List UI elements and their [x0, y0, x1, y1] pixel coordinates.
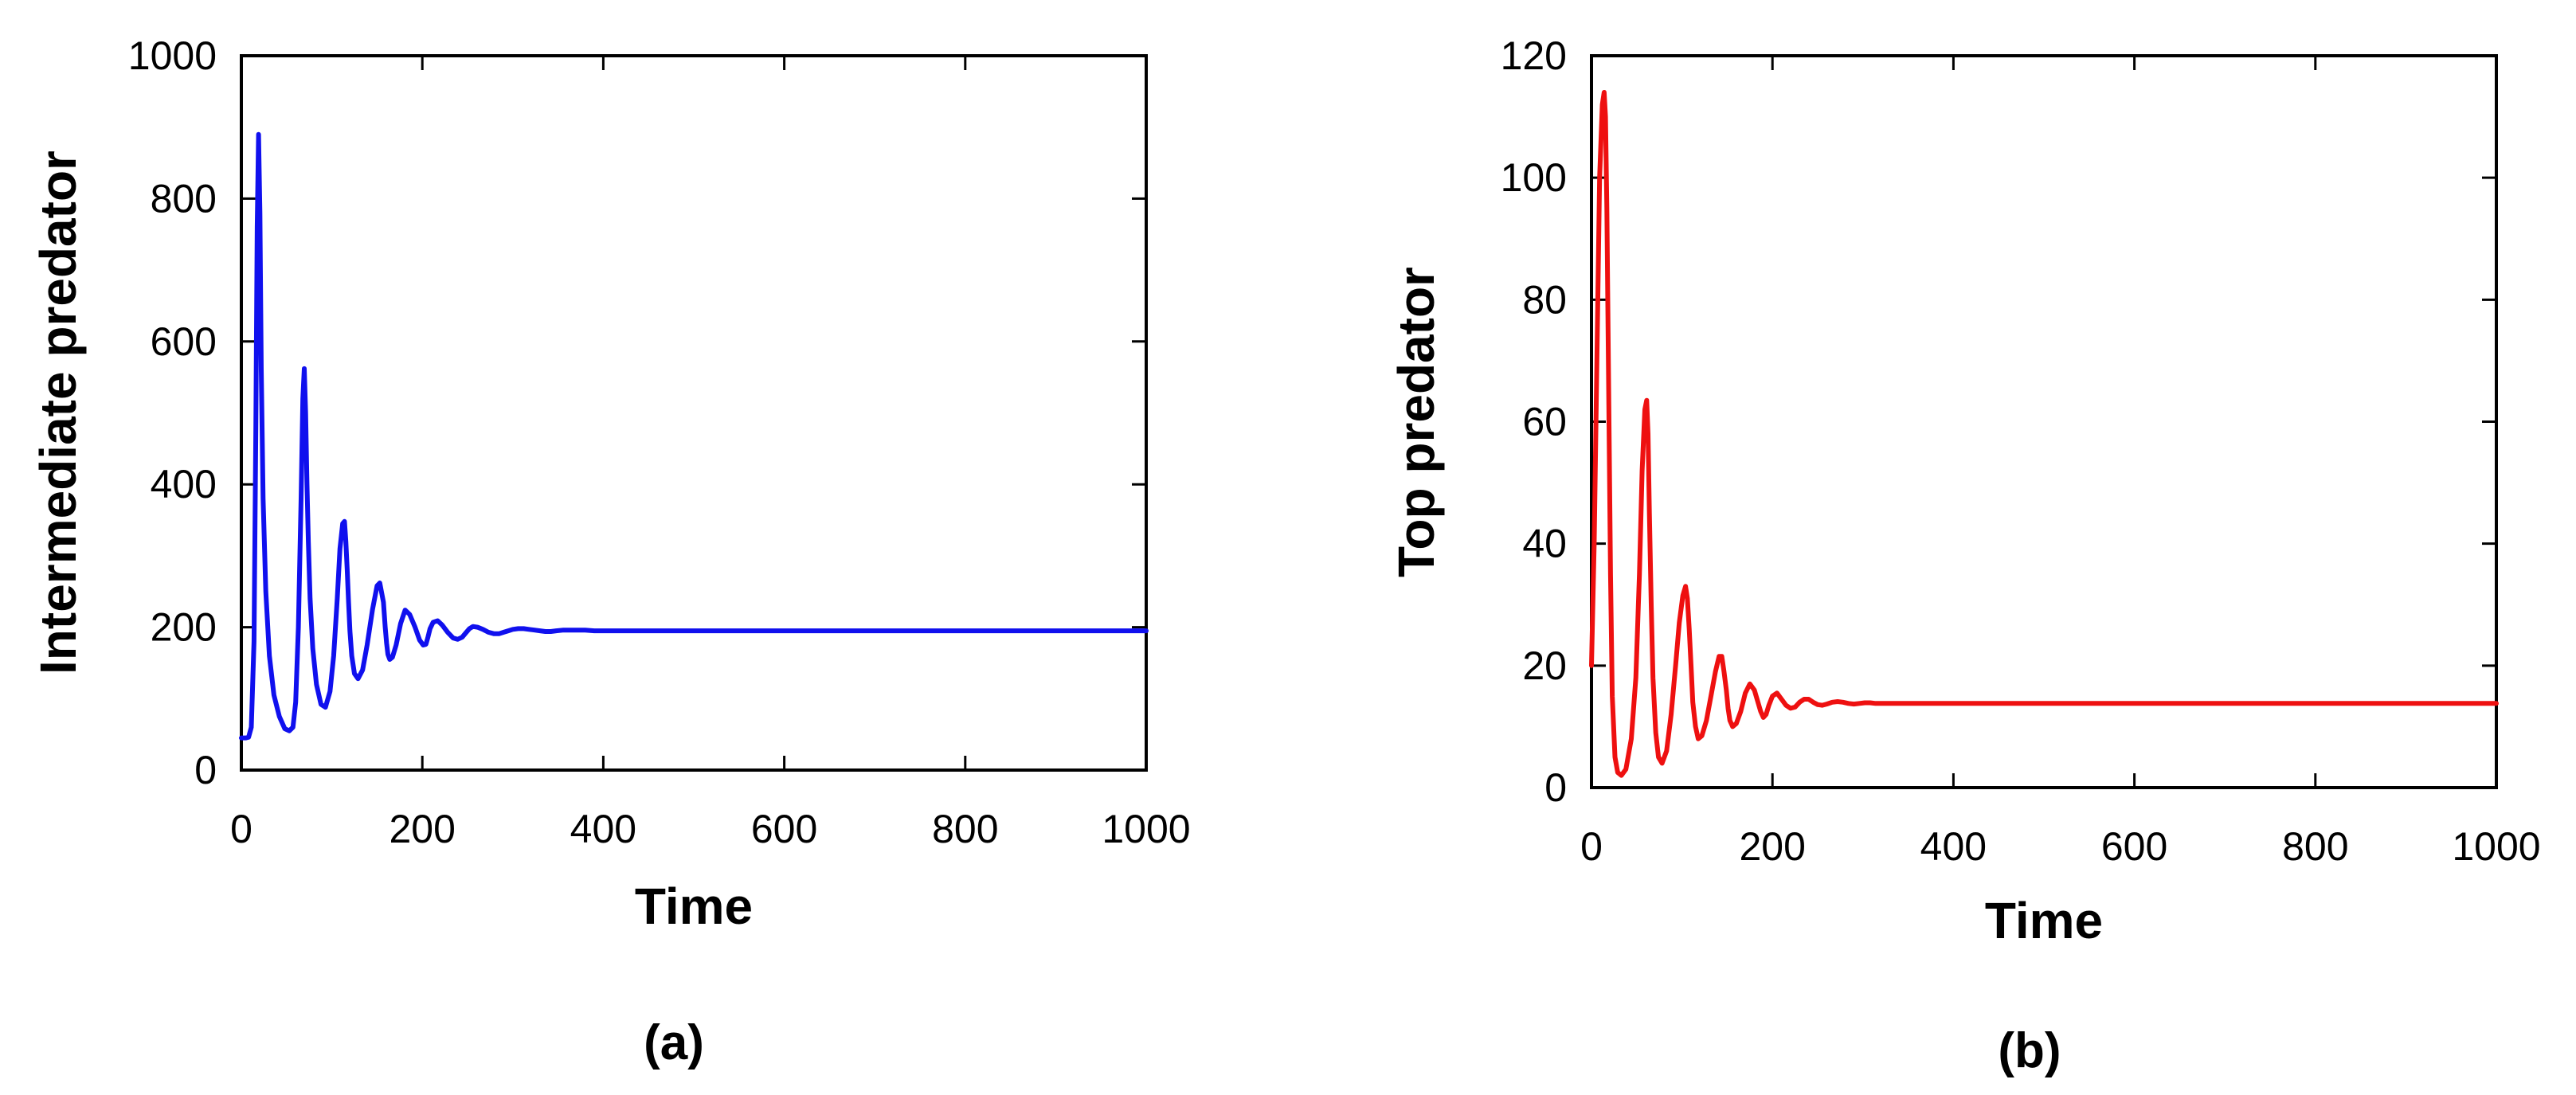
y-tick-label: 0: [194, 748, 217, 792]
x-tick-label: 0: [230, 807, 253, 851]
y-tick-label: 60: [1522, 400, 1567, 444]
y-tick-label: 120: [1501, 33, 1567, 78]
x-axis-label: Time: [635, 878, 753, 935]
x-tick-label: 400: [1920, 824, 1987, 869]
y-tick-label: 0: [1544, 765, 1567, 810]
x-tick-label: 1000: [2452, 824, 2540, 869]
x-tick-label: 800: [932, 807, 998, 851]
y-ticks: 0 200 400 600 800 1000: [128, 33, 1146, 792]
chart-panel-a: 0 200 400 600 800 1000 0 200 400 600 800 1000 Time…: [29, 33, 1191, 1070]
chart-panel-b: 0 200 400 600 800 1000 0 20 40 60 80 100 120 Time T…: [1388, 33, 2541, 1078]
series-line-top-predator: [1589, 90, 2499, 778]
y-tick-label: 100: [1501, 155, 1567, 200]
x-tick-label: 0: [1580, 824, 1603, 869]
x-tick-label: 1000: [1102, 807, 1190, 851]
x-axis-label: Time: [1985, 892, 2103, 949]
y-tick-label: 600: [151, 319, 217, 364]
x-tick-label: 200: [389, 807, 455, 851]
y-axis-label: Intermediate predator: [29, 151, 87, 675]
y-tick-label: 20: [1522, 643, 1567, 688]
y-tick-label: 40: [1522, 522, 1567, 566]
x-tick-label: 400: [570, 807, 636, 851]
plot-area-frame: [1590, 54, 2498, 789]
x-ticks: 0 200 400 600 800 1000: [230, 56, 1191, 851]
series-line-intermediate-predator: [239, 131, 1149, 741]
panel-label-a: (a): [644, 1015, 704, 1070]
y-axis-label: Top predator: [1388, 267, 1445, 577]
x-tick-label: 200: [1739, 824, 1805, 869]
x-tick-label: 600: [751, 807, 817, 851]
panel-label-b: (b): [1998, 1023, 2061, 1078]
y-tick-label: 800: [151, 176, 217, 221]
plot-area-frame: [240, 54, 1148, 772]
y-ticks: 0 20 40 60 80 100 120: [1501, 33, 2496, 810]
y-tick-label: 80: [1522, 277, 1567, 322]
y-tick-label: 1000: [128, 33, 217, 78]
y-tick-label: 200: [151, 605, 217, 650]
x-ticks: 0 200 400 600 800 1000: [1580, 56, 2541, 869]
x-tick-label: 600: [2101, 824, 2167, 869]
y-tick-label: 400: [151, 462, 217, 506]
x-tick-label: 800: [2282, 824, 2348, 869]
